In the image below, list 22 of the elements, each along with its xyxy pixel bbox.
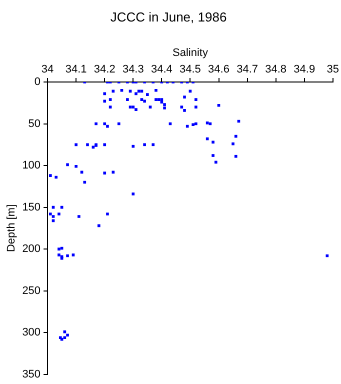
- x-tick-label: 34.9: [294, 63, 316, 76]
- x-tick-label: 34.2: [94, 63, 116, 76]
- x-tick-label: 34.3: [122, 63, 144, 76]
- y-tick-label: 350: [22, 368, 41, 380]
- x-tick-label: 34: [41, 63, 54, 76]
- y-tick-label: 200: [22, 243, 41, 256]
- x-tick-label: 34.1: [65, 63, 87, 76]
- x-tick-label: 34.4: [150, 63, 172, 76]
- y-tick-label: 100: [22, 160, 41, 172]
- y-tick-label: 250: [22, 284, 41, 297]
- x-tick-label: 34.5: [180, 63, 201, 76]
- y-tick-label: 50: [28, 118, 41, 130]
- x-tick-label: 34.7: [236, 63, 258, 76]
- y-tick-label: 0: [34, 76, 41, 88]
- x-tick-label: 34.8: [265, 63, 287, 76]
- chart-title: JCCC in June, 1986: [110, 9, 227, 24]
- y-tick-label: 150: [22, 201, 41, 214]
- y-tick-label: 300: [22, 326, 41, 339]
- x-tick-label: 35: [326, 63, 340, 76]
- x-axis-title: Salinity: [172, 47, 208, 60]
- y-axis-title: Depth [m]: [6, 204, 18, 252]
- x-tick-label: 34.6: [208, 63, 230, 76]
